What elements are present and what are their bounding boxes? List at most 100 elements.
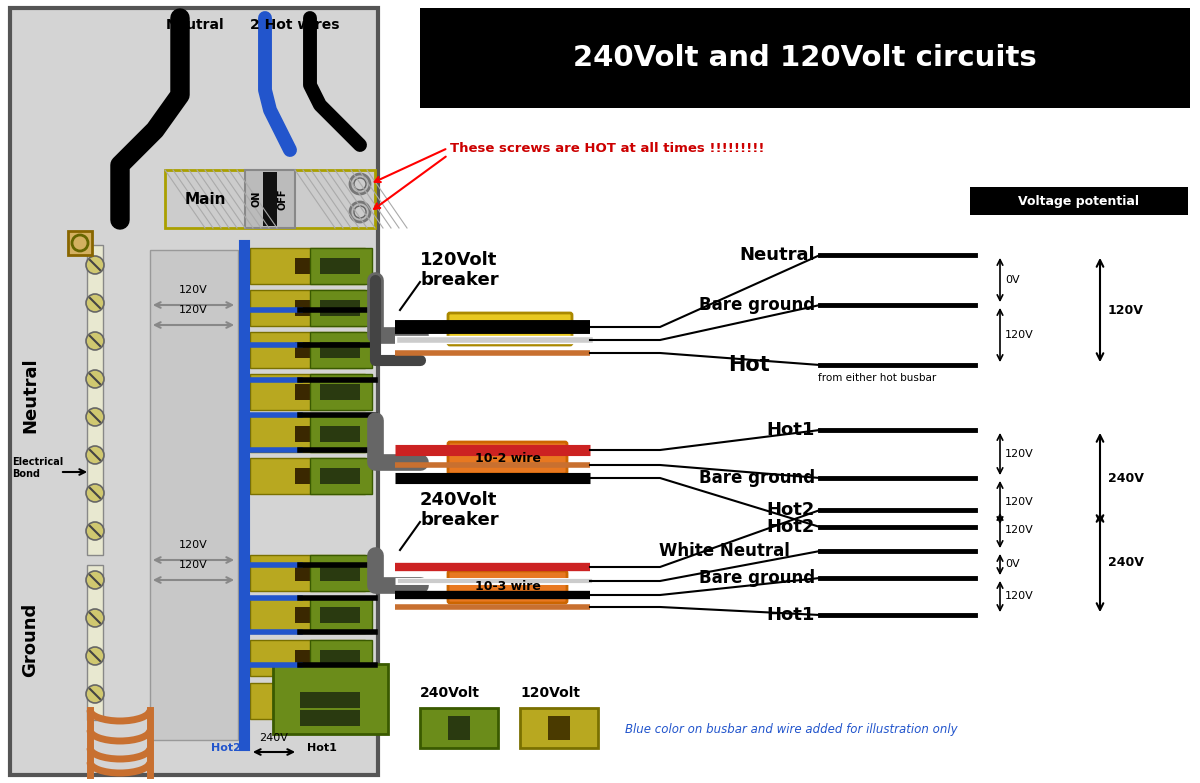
Bar: [310, 597, 372, 633]
Bar: [250, 458, 365, 494]
Text: 240V: 240V: [259, 733, 288, 743]
Bar: [250, 597, 365, 633]
Bar: [295, 650, 355, 666]
Circle shape: [86, 685, 104, 703]
Circle shape: [86, 484, 104, 502]
Bar: [295, 258, 355, 274]
Bar: [300, 710, 360, 726]
Bar: [310, 416, 372, 452]
Bar: [263, 172, 277, 226]
Text: Bare ground: Bare ground: [698, 569, 815, 587]
Bar: [250, 640, 365, 676]
Bar: [310, 332, 372, 368]
Bar: [548, 716, 570, 740]
Bar: [448, 716, 470, 740]
Text: Hot1: Hot1: [307, 743, 337, 753]
Circle shape: [86, 332, 104, 350]
Bar: [320, 258, 360, 274]
Text: 10-2 wire: 10-2 wire: [475, 452, 541, 464]
Bar: [250, 248, 365, 284]
Bar: [310, 458, 372, 494]
Text: Ground: Ground: [22, 603, 38, 677]
Text: Bare ground: Bare ground: [698, 296, 815, 314]
Bar: [300, 692, 360, 708]
Bar: [274, 664, 388, 734]
Circle shape: [354, 206, 366, 218]
Text: 120V: 120V: [1108, 304, 1144, 316]
Text: Hot: Hot: [728, 355, 770, 375]
Bar: [420, 708, 498, 748]
Text: 120V: 120V: [1006, 525, 1033, 535]
Text: Hot2: Hot2: [211, 743, 241, 753]
Text: 120V: 120V: [1006, 330, 1033, 340]
Text: Electrical
Bond: Electrical Bond: [12, 457, 64, 478]
Text: 12-2 wire: 12-2 wire: [478, 323, 542, 335]
Bar: [68, 231, 92, 255]
Text: Neutral: Neutral: [22, 357, 38, 433]
Text: 240V: 240V: [1108, 555, 1144, 568]
Circle shape: [86, 408, 104, 426]
Bar: [166, 170, 374, 228]
Bar: [295, 607, 355, 623]
Bar: [295, 693, 355, 709]
Bar: [150, 250, 238, 740]
Bar: [320, 565, 360, 581]
Bar: [88, 565, 103, 720]
Bar: [320, 468, 360, 484]
Bar: [250, 290, 365, 326]
Text: Voltage potential: Voltage potential: [1019, 194, 1140, 207]
Bar: [295, 426, 355, 442]
Text: 240Volt
breaker: 240Volt breaker: [420, 491, 499, 529]
Bar: [320, 300, 360, 316]
Text: ON: ON: [252, 191, 262, 207]
Bar: [295, 300, 355, 316]
Circle shape: [350, 174, 370, 194]
FancyBboxPatch shape: [448, 442, 568, 474]
Text: 120V: 120V: [1006, 497, 1033, 507]
Circle shape: [354, 178, 366, 190]
Bar: [295, 342, 355, 358]
Bar: [245, 170, 295, 228]
Bar: [310, 683, 372, 719]
Bar: [320, 384, 360, 400]
Text: Hot1: Hot1: [767, 421, 815, 439]
Text: Neutral: Neutral: [739, 246, 815, 264]
Text: 120V: 120V: [179, 540, 208, 550]
Bar: [320, 342, 360, 358]
Bar: [320, 650, 360, 666]
Text: Main: Main: [185, 192, 226, 207]
Bar: [310, 290, 372, 326]
Text: 120V: 120V: [1006, 449, 1033, 459]
Text: Hot2: Hot2: [767, 518, 815, 536]
Text: Hot1: Hot1: [767, 606, 815, 624]
Text: 120V: 120V: [1006, 591, 1033, 601]
Circle shape: [86, 446, 104, 464]
Circle shape: [86, 370, 104, 388]
Bar: [88, 245, 103, 555]
Text: 120V: 120V: [179, 560, 208, 570]
Text: 0V: 0V: [1006, 559, 1020, 569]
Circle shape: [350, 202, 370, 222]
Bar: [310, 374, 372, 410]
Text: White Neutral: White Neutral: [659, 542, 790, 560]
Bar: [250, 683, 365, 719]
Bar: [310, 555, 372, 591]
Circle shape: [86, 571, 104, 589]
Circle shape: [86, 647, 104, 665]
Text: 2 Hot wires: 2 Hot wires: [251, 18, 340, 32]
Bar: [10, 8, 378, 775]
Text: Neutral: Neutral: [166, 18, 224, 32]
Text: 10-3 wire: 10-3 wire: [475, 580, 541, 594]
Text: 120V: 120V: [179, 285, 208, 295]
Text: Blue color on busbar and wire added for illustration only: Blue color on busbar and wire added for …: [625, 723, 958, 737]
Bar: [420, 8, 1190, 108]
Text: 120V: 120V: [179, 305, 208, 315]
FancyBboxPatch shape: [448, 571, 568, 603]
Bar: [250, 416, 365, 452]
Text: Bare ground: Bare ground: [698, 469, 815, 487]
Bar: [295, 468, 355, 484]
Circle shape: [86, 522, 104, 540]
Text: 120Volt: 120Volt: [520, 686, 580, 700]
Circle shape: [86, 256, 104, 274]
Bar: [250, 332, 365, 368]
